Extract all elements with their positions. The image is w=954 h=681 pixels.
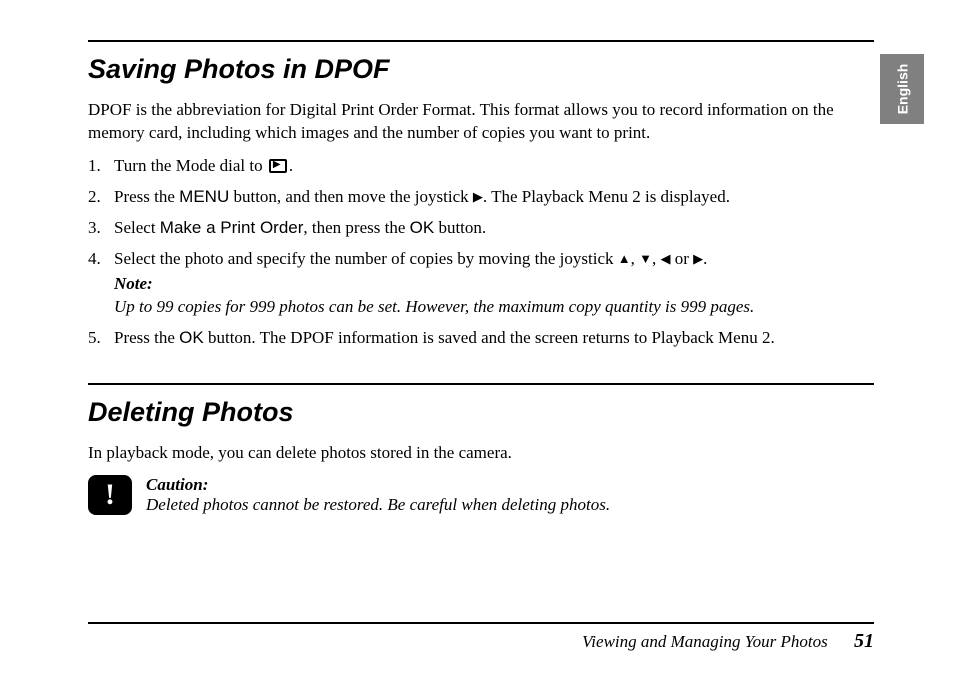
section-title-deleting: Deleting Photos xyxy=(88,397,874,428)
playback-mode-icon xyxy=(269,159,287,173)
menu-button-label: MENU xyxy=(179,187,229,206)
joystick-right-icon: ▶ xyxy=(693,251,703,266)
step-2: Press the MENU button, and then move the… xyxy=(88,186,874,209)
section-intro-deleting: In playback mode, you can delete photos … xyxy=(88,442,874,465)
joystick-right-icon: ▶ xyxy=(473,189,483,204)
step-3: Select Make a Print Order, then press th… xyxy=(88,217,874,240)
joystick-down-icon: ▼ xyxy=(639,251,652,266)
language-tab: English xyxy=(880,54,924,124)
caution-icon: ! xyxy=(88,475,132,515)
page-footer: Viewing and Managing Your Photos 51 xyxy=(88,622,874,653)
language-tab-label: English xyxy=(894,64,910,115)
footer-line: Viewing and Managing Your Photos 51 xyxy=(88,630,874,653)
caution-title: Caution: xyxy=(146,475,610,495)
step-5: Press the OK button. The DPOF informatio… xyxy=(88,327,874,350)
caution-text: Deleted photos cannot be restored. Be ca… xyxy=(146,495,610,515)
footer-page-number: 51 xyxy=(854,630,874,652)
note-title: Note: xyxy=(114,273,874,296)
joystick-up-icon: ▲ xyxy=(618,251,631,266)
step-4-note: Note: Up to 99 copies for 999 photos can… xyxy=(114,273,874,319)
make-print-order-label: Make a Print Order xyxy=(160,218,304,237)
caution-body: Caution: Deleted photos cannot be restor… xyxy=(146,475,610,515)
note-text: Up to 99 copies for 999 photos can be se… xyxy=(114,296,874,319)
step-4: Select the photo and specify the number … xyxy=(88,248,874,319)
manual-page: English Saving Photos in DPOF DPOF is th… xyxy=(0,0,954,681)
section-intro-dpof: DPOF is the abbreviation for Digital Pri… xyxy=(88,99,874,145)
caution-block: ! Caution: Deleted photos cannot be rest… xyxy=(88,475,874,515)
joystick-left-icon: ◀ xyxy=(661,251,671,266)
step-1: Turn the Mode dial to . xyxy=(88,155,874,178)
section-rule xyxy=(88,40,874,42)
footer-chapter: Viewing and Managing Your Photos xyxy=(582,632,828,651)
section-rule xyxy=(88,383,874,385)
dpof-steps: Turn the Mode dial to . Press the MENU b… xyxy=(88,155,874,350)
section-title-dpof: Saving Photos in DPOF xyxy=(88,54,874,85)
ok-button-label: OK xyxy=(410,218,435,237)
footer-rule xyxy=(88,622,874,624)
ok-button-label: OK xyxy=(179,328,204,347)
